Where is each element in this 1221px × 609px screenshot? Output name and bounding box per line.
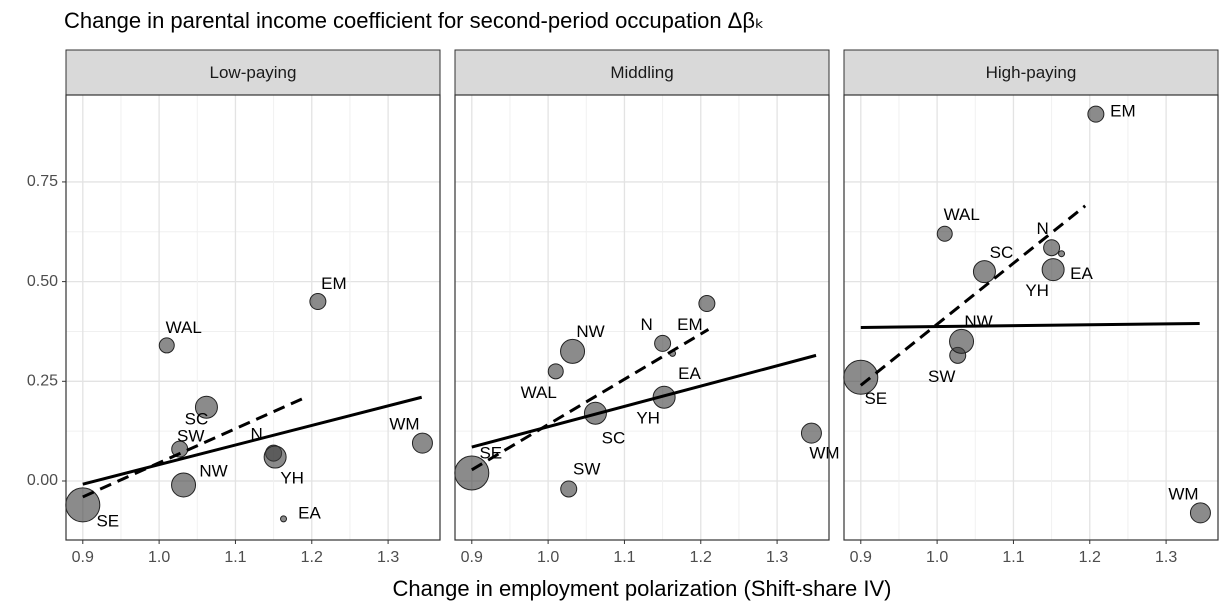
fit-line-dashed [471,328,710,472]
point-label: SW [928,367,955,386]
x-tick-label: 1.3 [377,549,399,566]
bubble [654,334,672,352]
x-tick-label: 1.0 [926,549,948,566]
x-axis-label: Change in employment polarization (Shift… [393,576,892,601]
point-label: NW [964,312,992,331]
bubble [936,225,953,242]
bubble [263,445,287,469]
bubble [158,337,175,354]
y-tick-label: 0.00 [27,472,58,489]
bubble [547,363,564,380]
x-tick-label: 1.1 [1002,549,1024,566]
bubble [65,487,101,523]
x-tick-label: 1.0 [148,549,170,566]
fit-line-dashed [82,395,307,499]
point-label: SC [185,410,209,429]
point-label: WM [809,444,839,463]
point-label: WAL [166,318,202,337]
fit-line-solid [82,395,423,486]
bubble [411,432,433,454]
y-tick-label: 0.25 [27,373,58,390]
facet-strip [843,49,1219,96]
bubble [800,422,822,444]
bubble [280,515,288,523]
panel-border [65,94,441,541]
x-tick-label: 1.3 [766,549,788,566]
fit-line-dashed [859,204,1087,387]
point-label: SE [864,389,887,408]
point-label: SW [177,427,204,446]
figure-title: Change in parental income coefficient fo… [64,8,764,33]
point-label: N [1036,219,1048,238]
facet-strip [65,49,441,96]
point-label: EM [677,315,703,334]
x-tick-label: 0.9 [461,549,483,566]
point-label: NW [576,322,604,341]
x-tick-label: 0.9 [850,549,872,566]
point-label: EA [298,503,321,522]
bubble [1058,250,1066,258]
point-label: N [250,425,262,444]
point-label: WM [1168,484,1198,503]
bubble [1043,239,1061,257]
x-tick-label: 1.0 [537,549,559,566]
bubble [194,395,218,419]
bubble [972,260,996,284]
bubble [1041,258,1065,282]
x-tick-label: 1.3 [1155,549,1177,566]
point-label: EM [1110,102,1136,121]
facet-strip [454,49,830,96]
bubble [560,480,578,498]
point-label: SC [602,429,626,448]
y-tick-label: 0.75 [27,173,58,190]
facet-title: Low-paying [210,63,297,82]
bubble [560,338,586,364]
x-tick-label: 1.2 [301,549,323,566]
panel-border [843,94,1219,541]
fit-line-solid [471,353,817,449]
y-tick-label: 0.50 [27,273,58,290]
point-label: YH [1025,281,1049,300]
x-tick-label: 1.1 [224,549,246,566]
x-tick-label: 1.1 [613,549,635,566]
point-label: EM [321,274,347,293]
point-label: EA [678,364,701,383]
point-label: NW [199,461,227,480]
bubble [698,295,716,313]
bubble [309,293,327,311]
bubble [949,328,975,354]
point-label: EA [1070,264,1093,283]
bubble [1189,502,1211,524]
facet-title: Middling [610,63,673,82]
point-label: WM [389,415,419,434]
panel-border [454,94,830,541]
point-label: SE [479,443,502,462]
x-tick-label: 1.2 [1079,549,1101,566]
facet-title: High-paying [986,63,1077,82]
bubble [1087,105,1105,123]
point-label: N [640,315,652,334]
x-tick-label: 0.9 [72,549,94,566]
point-label: WAL [521,383,557,402]
point-label: SC [990,243,1014,262]
point-label: WAL [944,205,980,224]
point-label: YH [280,469,304,488]
bubble [171,472,197,498]
fit-line-solid [860,321,1200,329]
point-label: SE [96,511,119,530]
x-tick-label: 1.2 [690,549,712,566]
point-label: YH [636,409,660,428]
point-label: SW [573,459,600,478]
